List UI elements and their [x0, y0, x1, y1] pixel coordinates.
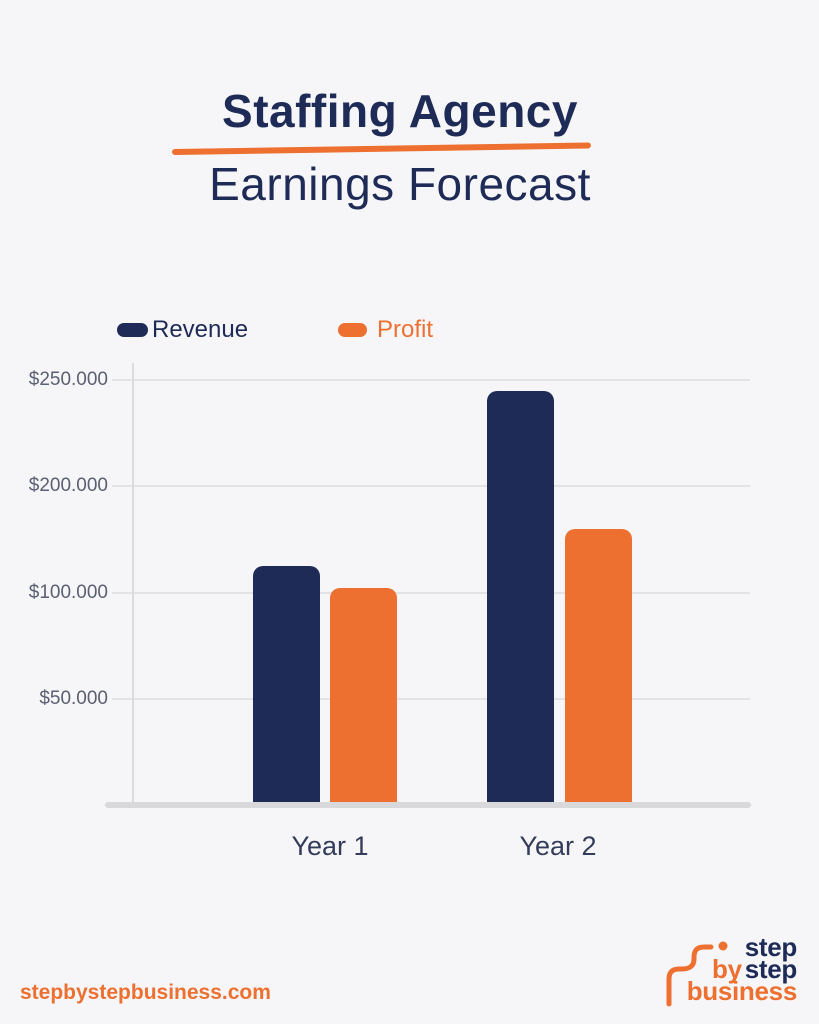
logo-text-step-top: step	[744, 932, 798, 962]
brand-logo: step by step business	[650, 925, 810, 1017]
bar-profit-year1	[330, 587, 397, 803]
logo-text-business: business	[686, 976, 798, 1006]
y-tick-label-250k: $250.000	[28, 369, 108, 390]
y-tick-label-200k: $200.000	[28, 474, 108, 496]
title-underline-decoration	[171, 142, 591, 155]
legend-swatch-revenue	[117, 323, 148, 337]
gridline-250k	[112, 379, 750, 381]
y-tick-label-100k: $100.000	[28, 582, 108, 603]
legend-label-revenue: Revenue	[152, 316, 249, 343]
legend-swatch-profit	[338, 323, 367, 337]
bar-revenue-year1	[253, 566, 320, 803]
gridline-50k	[112, 697, 750, 700]
x-category-label-year1: Year 1	[291, 831, 369, 861]
y-axis-line	[132, 363, 134, 803]
page-subtitle: Earnings Forecast	[209, 158, 591, 210]
website-url: stepbystepbusiness.com	[20, 981, 271, 1004]
page-title: Staffing Agency	[222, 85, 578, 137]
logo-step-curve-icon	[666, 941, 728, 1007]
bar-profit-year2	[565, 528, 632, 803]
x-axis-line	[105, 802, 751, 808]
legend-label-profit: Profit	[377, 316, 434, 343]
gridline-200k	[112, 484, 750, 487]
y-tick-label-50k: $50.000	[39, 687, 108, 709]
gridline-100k	[112, 592, 750, 594]
logo-dot-icon	[718, 941, 728, 951]
x-category-label-year2: Year 2	[519, 831, 597, 861]
logo-text-by-step: by step	[711, 954, 797, 984]
bar-revenue-year2	[487, 390, 554, 803]
